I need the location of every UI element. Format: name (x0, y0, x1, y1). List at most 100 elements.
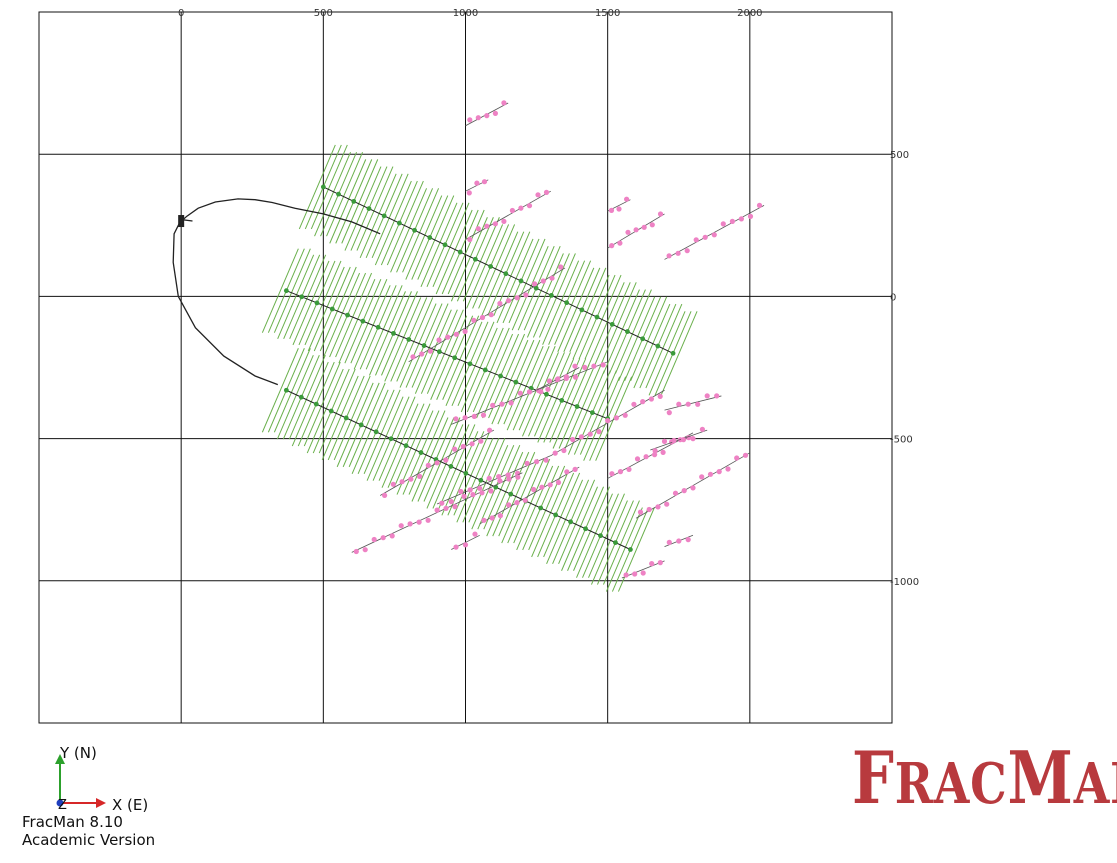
fracture-trace (371, 173, 409, 259)
y-axis-arrow-icon (55, 754, 65, 764)
fracture-trace (291, 361, 329, 447)
fracture-trace (438, 424, 476, 509)
event-point (657, 211, 664, 217)
fracture-trace (405, 195, 443, 280)
event-point (514, 295, 520, 301)
event-point (480, 412, 487, 418)
stage-point (442, 242, 448, 248)
event-trend-line (465, 190, 551, 240)
event-point (434, 507, 440, 513)
event-point (490, 402, 496, 408)
event-point (681, 488, 687, 494)
fracture-trace (336, 382, 374, 468)
fracture-trace (393, 403, 431, 488)
fracture-trace (333, 375, 371, 461)
event-point (657, 560, 663, 566)
event-point (555, 479, 562, 486)
stage-point (655, 343, 661, 349)
stage-point (488, 264, 493, 269)
event-point (467, 236, 473, 243)
event-point (407, 521, 413, 527)
stage-point (467, 361, 473, 367)
event-point (427, 348, 433, 354)
event-point (522, 497, 528, 503)
event-point (699, 426, 706, 432)
fracture-trace (476, 333, 514, 419)
fracture-trace (356, 166, 394, 251)
event-point (725, 466, 731, 472)
fracture-trace (552, 364, 590, 449)
stage-point (373, 429, 379, 435)
event-point (641, 224, 647, 230)
event-point (622, 412, 628, 418)
stage-point (549, 293, 554, 298)
event-point (434, 460, 440, 466)
event-point (640, 570, 646, 576)
fracture-trace (338, 278, 376, 364)
event-point (649, 222, 655, 228)
event-point (508, 400, 514, 406)
x-tick-labels: 0 500 1000 1500 2000 (178, 8, 763, 19)
fracture-trace (554, 260, 592, 345)
fracture-trace (605, 507, 643, 592)
x-tick-label: 500 (314, 8, 333, 19)
event-point (506, 502, 512, 508)
z-axis-label: Z (58, 798, 67, 813)
stage-point (418, 450, 424, 455)
stage-point (351, 198, 357, 204)
event-point (570, 436, 576, 443)
stage-point (568, 519, 573, 525)
fracture-trace (602, 500, 640, 585)
event-point (637, 509, 644, 515)
event-point (399, 479, 405, 485)
event-point (471, 317, 477, 323)
event-point (462, 415, 468, 421)
event-point (497, 513, 503, 519)
event-point (623, 572, 629, 578)
fracture-trace (468, 438, 506, 523)
event-point (690, 436, 696, 442)
event-point (439, 500, 445, 506)
fracture-trace (378, 396, 416, 481)
stage-point (640, 336, 646, 342)
event-point (506, 476, 512, 482)
z-axis-dot-icon (56, 799, 64, 807)
event-point (661, 438, 668, 444)
event-point (448, 499, 454, 505)
event-point (608, 207, 615, 213)
event-point (684, 248, 690, 254)
event-point (443, 457, 449, 463)
event-point (462, 542, 469, 548)
event-point (499, 401, 505, 407)
stage-point (391, 330, 396, 336)
event-point (666, 410, 672, 416)
event-point (474, 180, 480, 186)
wellhead-marker (178, 215, 185, 228)
event-point (535, 192, 541, 198)
fracture-trace (417, 195, 455, 280)
event-point (514, 500, 520, 506)
event-point (617, 240, 623, 246)
stage-point (388, 436, 394, 442)
x-tick-label: 1000 (453, 8, 478, 19)
fracture-trace (304, 260, 342, 346)
stage-point (472, 256, 478, 262)
event-point (552, 450, 558, 456)
fracture-trace (518, 346, 556, 431)
stage-point (375, 324, 381, 330)
event-point (633, 227, 639, 233)
event-point (631, 401, 637, 407)
fracture-trace (423, 417, 461, 502)
stage-point (628, 547, 633, 552)
event-point (695, 401, 701, 407)
fracture-trace (341, 159, 379, 244)
event-point (419, 351, 425, 357)
fracture-trace (402, 188, 440, 273)
event-point (487, 427, 493, 433)
event-point (742, 452, 749, 458)
fracture-trace (314, 151, 351, 237)
fracture-trace (411, 417, 449, 502)
event-point (469, 441, 475, 447)
stage-point (320, 184, 326, 190)
